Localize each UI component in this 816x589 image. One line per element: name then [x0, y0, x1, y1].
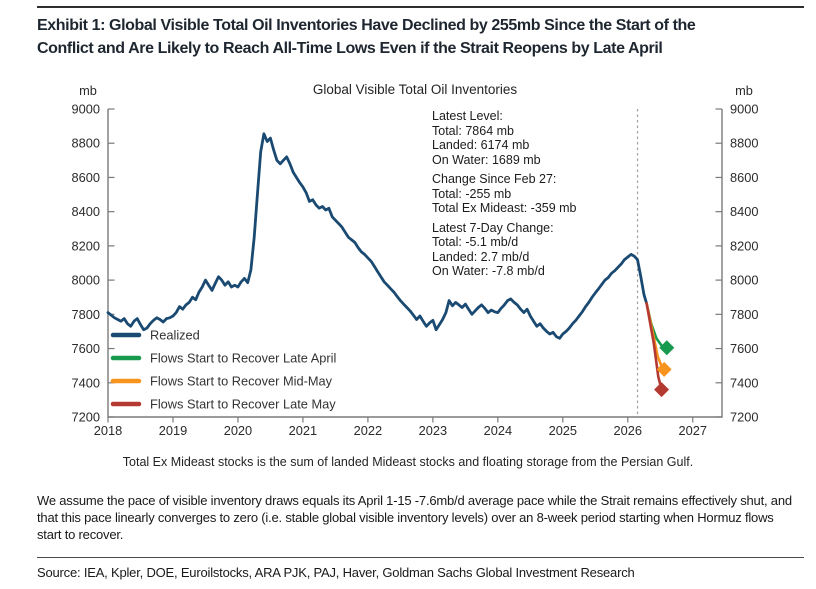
- chart-title: Global Visible Total Oil Inventories: [313, 82, 518, 97]
- annotation-line: Total: -255 mb: [432, 186, 512, 201]
- x-tick-label: 2026: [614, 423, 642, 438]
- y-tick-label-right: 7200: [730, 410, 758, 425]
- annotation-line: On Water: 1689 mb: [432, 152, 541, 167]
- x-tick-label: 2019: [159, 423, 187, 438]
- y-tick-label-right: 7800: [730, 307, 758, 322]
- y-tick-label-right: 8400: [730, 204, 758, 219]
- x-tick-label: 2020: [224, 423, 252, 438]
- annotation-line: Latest 7-Day Change:: [432, 220, 554, 235]
- realized-series-line: [106, 132, 648, 340]
- source-divider: [37, 557, 804, 558]
- assumption-note: We assume the pace of visible inventory …: [37, 493, 792, 543]
- y-tick-label-left: 7200: [72, 410, 100, 425]
- y-tick-label-right: 8600: [730, 170, 758, 185]
- x-tick-label: 2022: [354, 423, 382, 438]
- forecast-end-diamond: [656, 361, 672, 377]
- chart-footnote: Total Ex Mideast stocks is the sum of la…: [122, 455, 694, 469]
- annotation-line: Change Since Feb 27:: [432, 172, 557, 186]
- y-tick-label-left: 7400: [72, 375, 100, 390]
- y-tick-label-left: 8800: [72, 136, 100, 151]
- y-tick-label-right: 9000: [730, 102, 758, 117]
- forecast-series-line: [645, 302, 663, 391]
- page-title-line1: Exhibit 1: Global Visible Total Oil Inve…: [37, 17, 696, 34]
- axes-frame: [107, 109, 723, 418]
- inventories-line-chart: 7200 7200 7400 7400 7600 7600 7800 7800 8000 8000…: [72, 82, 759, 438]
- x-tick-label: 2027: [679, 423, 707, 438]
- y-tick-label-left: 7600: [72, 341, 100, 356]
- seven-day-change-group: Latest 7-Day Change: Total: -5.1 mb/d La…: [432, 221, 682, 279]
- x-tick-label: 2025: [549, 423, 577, 438]
- annotation-line: Total Ex Mideast: -359 mb: [432, 201, 577, 215]
- x-tick-label: 2018: [94, 423, 122, 438]
- forecast-end-diamond: [659, 340, 675, 356]
- y-tick-label-left: 9000: [72, 102, 100, 117]
- legend-label: Flows Start to Recover Late May: [150, 397, 336, 412]
- annotation-line: Total: 7864 mb: [432, 123, 514, 138]
- x-tick-label: 2023: [419, 423, 447, 438]
- y-tick-label-left: 8200: [72, 238, 100, 253]
- forecast-end-diamond: [654, 382, 670, 398]
- source-line: Source: IEA, Kpler, DOE, Euroilstocks, A…: [37, 565, 635, 580]
- change-since-group: Change Since Feb 27: Total: -255 mb Tota…: [432, 172, 682, 216]
- chart-area: 7200 7200 7400 7400 7600 7600 7800 7800 8000 8000…: [0, 75, 816, 455]
- legend-label: Realized: [150, 328, 200, 343]
- page-title-line2: Conflict and Are Likely to Reach All-Tim…: [37, 39, 663, 57]
- top-rule: [37, 6, 804, 8]
- x-tick-label: 2021: [289, 423, 317, 438]
- annotation-line: Landed: 2.7 mb/d: [432, 249, 530, 264]
- legend-label: Flows Start to Recover Late April: [150, 351, 336, 366]
- y-tick-label-right: 8800: [730, 136, 758, 151]
- y-tick-label-right: 8000: [730, 273, 758, 288]
- annotation-line: On Water: -7.8 mb/d: [432, 264, 545, 278]
- y-tick-label-left: 8000: [72, 273, 100, 288]
- y-tick-label-left: 7800: [72, 307, 100, 322]
- latest-stats-annotation: Latest Level: Total: 7864 mb Landed: 617…: [432, 109, 682, 284]
- y-tick-label-right: 7400: [730, 375, 758, 390]
- y-tick-label-right: 7600: [730, 341, 758, 356]
- annotation-line: Total: -5.1 mb/d: [432, 235, 519, 249]
- legend-label: Flows Start to Recover Mid-May: [150, 374, 333, 389]
- page-title: Exhibit 1: Global Visible Total Oil Inve…: [37, 15, 807, 60]
- x-tick-label: 2024: [484, 423, 512, 438]
- y-tick-label-left: 8400: [72, 204, 100, 219]
- y-tick-label-right: 8200: [730, 238, 758, 253]
- latest-level-group: Latest Level: Total: 7864 mb Landed: 617…: [432, 109, 682, 167]
- annotation-line: Latest Level:: [432, 109, 503, 123]
- y-axis-unit-left: mb: [79, 83, 97, 98]
- y-axis-unit-right: mb: [735, 83, 753, 98]
- annotation-line: Landed: 6174 mb: [432, 138, 530, 152]
- y-tick-label-left: 8600: [72, 170, 100, 185]
